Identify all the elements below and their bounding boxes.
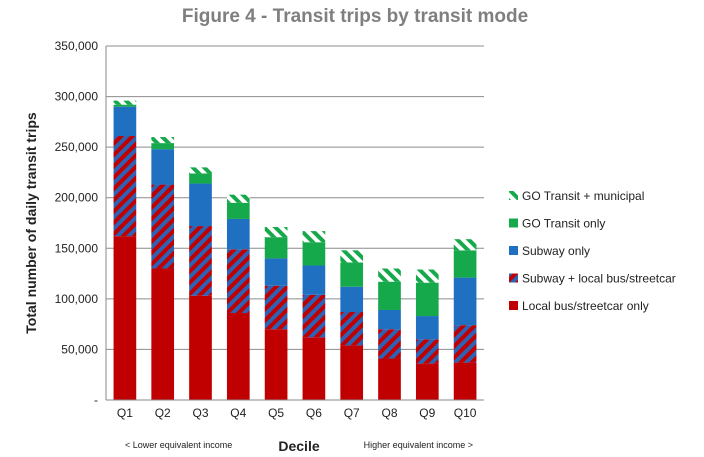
x-tick-label: Q5 (268, 406, 284, 420)
bar-q1-go-transit-only (113, 104, 137, 107)
x-tick-label: Q7 (344, 406, 360, 420)
legend-label-go-transit-only: GO Transit only (522, 217, 605, 231)
legend-swatch-go-transit-only (509, 218, 518, 228)
bar-q9-go-transit-only (415, 282, 439, 317)
x-note-higher-income: Higher equivalent income > (364, 440, 473, 450)
bar-q10-subway-local-bus-streetcar (453, 325, 477, 363)
legend-swatch-subway-only (509, 246, 518, 255)
x-tick-label: Q6 (306, 406, 322, 420)
legend-label-subway-only: Subway only (522, 244, 590, 258)
bar-q5-local-bus-streetcar-only (264, 329, 288, 400)
bars (113, 100, 477, 400)
bar-q6-subway-only (302, 265, 326, 295)
bar-q8-local-bus-streetcar-only (378, 358, 401, 400)
x-tick-label: Q2 (155, 406, 171, 420)
bar-q4-subway-local-bus-streetcar (226, 249, 250, 314)
x-tick-label: Q1 (117, 406, 133, 420)
bar-q3-subway-local-bus-streetcar (189, 226, 212, 296)
y-tick-label: 100,000 (55, 292, 99, 306)
legend-swatch-go-transit-municipal (509, 191, 518, 200)
bar-q1-subway-local-bus-streetcar (113, 136, 137, 237)
legend-label-subway-local-bus-streetcar: Subway + local bus/streetcar (522, 272, 676, 286)
bar-q8-go-transit-only (378, 281, 401, 310)
bar-q3-go-transit-only (189, 173, 212, 184)
bar-q5-go-transit-only (264, 237, 288, 259)
x-tick-label: Q3 (192, 406, 208, 420)
bar-q1-go-transit-municipal (113, 100, 137, 105)
legend-label-go-transit-municipal: GO Transit + municipal (522, 189, 644, 203)
x-tick-label: Q10 (454, 406, 477, 420)
bar-q2-subway-local-bus-streetcar (151, 184, 175, 269)
y-tick-label: 250,000 (55, 140, 99, 154)
bar-q2-go-transit-municipal (151, 137, 175, 144)
bar-q1-local-bus-streetcar-only (113, 236, 137, 400)
bar-q4-go-transit-only (226, 202, 250, 219)
bar-q9-subway-only (415, 316, 439, 340)
y-tick-label: - (94, 393, 98, 407)
y-tick-label: 300,000 (55, 90, 99, 104)
x-axis-ticks: Q1 Q2 Q3 Q4 Q5 Q6 Q7 Q8 Q9 Q10 (117, 406, 477, 420)
bar-q6-subway-local-bus-streetcar (302, 294, 326, 338)
bar-q7-subway-only (340, 286, 364, 313)
bar-q5-subway-only (264, 258, 288, 286)
bar-q3-local-bus-streetcar-only (189, 295, 212, 400)
bar-q1-subway-only (113, 106, 137, 137)
y-tick-label: 150,000 (55, 241, 99, 255)
y-tick-label: 50,000 (61, 342, 98, 356)
y-axis-title: Total number of daily transit trips (23, 112, 39, 334)
bar-q7-go-transit-municipal (340, 250, 364, 263)
y-tick-label: 200,000 (55, 191, 99, 205)
bar-q8-subway-only (378, 309, 401, 330)
bar-q2-go-transit-only (151, 143, 175, 150)
legend-swatch-local-bus-streetcar-only (509, 301, 518, 310)
x-note-lower-income: < Lower equivalent income (125, 440, 232, 450)
bar-q6-local-bus-streetcar-only (302, 337, 326, 400)
bar-q8-subway-local-bus-streetcar (378, 329, 401, 359)
bar-q2-subway-only (151, 149, 175, 185)
bar-q10-subway-only (453, 277, 477, 326)
y-axis-ticks: - 50,000 100,000 150,000 200,000 250,000 300,0… (55, 39, 99, 407)
bar-q9-subway-local-bus-streetcar (415, 339, 439, 364)
bar-q8-go-transit-municipal (378, 268, 401, 282)
bar-q7-subway-local-bus-streetcar (340, 312, 364, 346)
y-tick-label: 350,000 (55, 39, 99, 53)
bar-q3-subway-only (189, 183, 212, 227)
x-axis-title: Decile (278, 438, 319, 454)
x-tick-label: Q4 (230, 406, 246, 420)
bar-q10-local-bus-streetcar-only (453, 362, 477, 400)
bar-q10-go-transit-municipal (453, 239, 477, 251)
bar-q6-go-transit-municipal (302, 231, 326, 243)
bar-q4-go-transit-municipal (226, 194, 250, 203)
bar-q4-subway-only (226, 218, 250, 250)
bar-q3-go-transit-municipal (189, 167, 212, 174)
bar-q10-go-transit-only (453, 250, 477, 278)
bar-q2-local-bus-streetcar-only (151, 268, 175, 400)
bar-q9-local-bus-streetcar-only (415, 363, 439, 400)
bar-q5-subway-local-bus-streetcar (264, 285, 288, 330)
bar-q6-go-transit-only (302, 242, 326, 266)
bar-q7-go-transit-only (340, 262, 364, 287)
x-tick-label: Q9 (419, 406, 435, 420)
bar-q4-local-bus-streetcar-only (226, 313, 250, 400)
x-tick-label: Q8 (381, 406, 397, 420)
legend-label-local-bus-streetcar-only: Local bus/streetcar only (522, 299, 649, 313)
bar-q5-go-transit-municipal (264, 227, 288, 238)
bar-q9-go-transit-municipal (415, 269, 439, 283)
chart-title: Figure 4 - Transit trips by transit mode (182, 6, 528, 27)
legend: GO Transit + municipal GO Transit only Sub… (509, 189, 676, 313)
bar-q7-local-bus-streetcar-only (340, 345, 364, 400)
legend-swatch-subway-local-bus-streetcar (509, 273, 518, 283)
